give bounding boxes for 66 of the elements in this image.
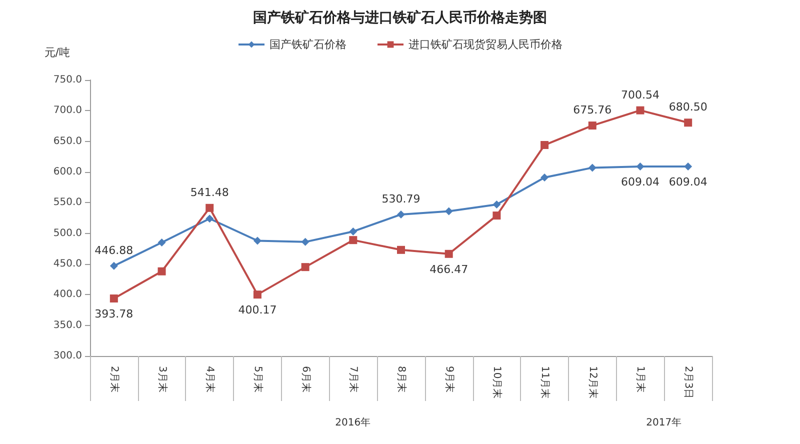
text: 500.0 [53, 228, 82, 239]
y-axis-title: 元/吨 [44, 46, 70, 59]
point [301, 238, 310, 246]
data-label: 393.78 [94, 307, 134, 320]
text: 450.0 [53, 258, 82, 270]
text: 650.0 [53, 136, 82, 147]
point [684, 162, 692, 170]
x-tick-label: 7月末 [348, 366, 360, 392]
point [588, 122, 596, 130]
x-tick-label: 3月末 [156, 366, 168, 392]
x-tick-label: 4月末 [204, 366, 216, 392]
point [636, 106, 644, 114]
data-label: 609.04 [620, 175, 660, 188]
text: 600.0 [53, 166, 82, 178]
text: 300.0 [53, 350, 82, 362]
x-tick-label: 12月末 [586, 366, 599, 399]
text: 2016年 [335, 416, 371, 428]
x-tick-label: 10月末 [491, 366, 504, 399]
point [206, 214, 214, 223]
point [540, 141, 549, 150]
text: 750.0 [53, 74, 82, 86]
point [349, 236, 358, 244]
data-label: 530.79 [382, 192, 420, 206]
x-tick-label: 2月末 [108, 366, 120, 392]
legend-label: 国产铁矿石价格 [270, 38, 346, 51]
point [636, 162, 644, 170]
point [110, 262, 118, 270]
point [349, 227, 358, 236]
point [253, 290, 262, 299]
data-label: 466.47 [430, 262, 468, 276]
point [444, 207, 453, 216]
text: 400.0 [53, 289, 82, 300]
point [397, 210, 405, 218]
text: 550.0 [53, 197, 82, 208]
data-label: 446.88 [94, 244, 134, 257]
point [492, 212, 501, 220]
point [492, 200, 501, 209]
data-label: 680.50 [668, 100, 708, 114]
point [110, 294, 118, 302]
text: 2017年 [646, 416, 682, 428]
point [206, 204, 214, 212]
x-tick-label: 9月末 [443, 366, 456, 392]
point [588, 164, 596, 172]
data-label: 609.04 [668, 175, 708, 188]
x-tick-label: 6月末 [300, 366, 312, 392]
point [301, 263, 310, 272]
point [444, 250, 453, 258]
x-tick-label: 11月末 [539, 366, 552, 399]
chart-title: 国产铁矿石价格与进口铁矿石人民币价格走势图 [253, 9, 547, 26]
data-label: 400.17 [238, 304, 277, 317]
data-label: 541.48 [190, 186, 229, 199]
x-tick-label: 8月末 [396, 366, 408, 392]
data-label: 700.54 [620, 88, 660, 102]
data-label: 675.76 [573, 104, 612, 117]
x-tick-label: 2月3日 [682, 366, 694, 399]
point [397, 246, 405, 254]
point [158, 267, 166, 276]
point [158, 238, 166, 247]
text: 350.0 [53, 320, 82, 331]
point [540, 174, 549, 182]
x-tick-label: 1月末 [634, 366, 647, 392]
legend-label: 进口铁矿石现货贸易人民币价格 [408, 38, 562, 51]
text: 700.0 [53, 105, 82, 116]
point [253, 236, 262, 245]
point [684, 118, 692, 127]
x-tick-label: 5月末 [252, 366, 264, 392]
